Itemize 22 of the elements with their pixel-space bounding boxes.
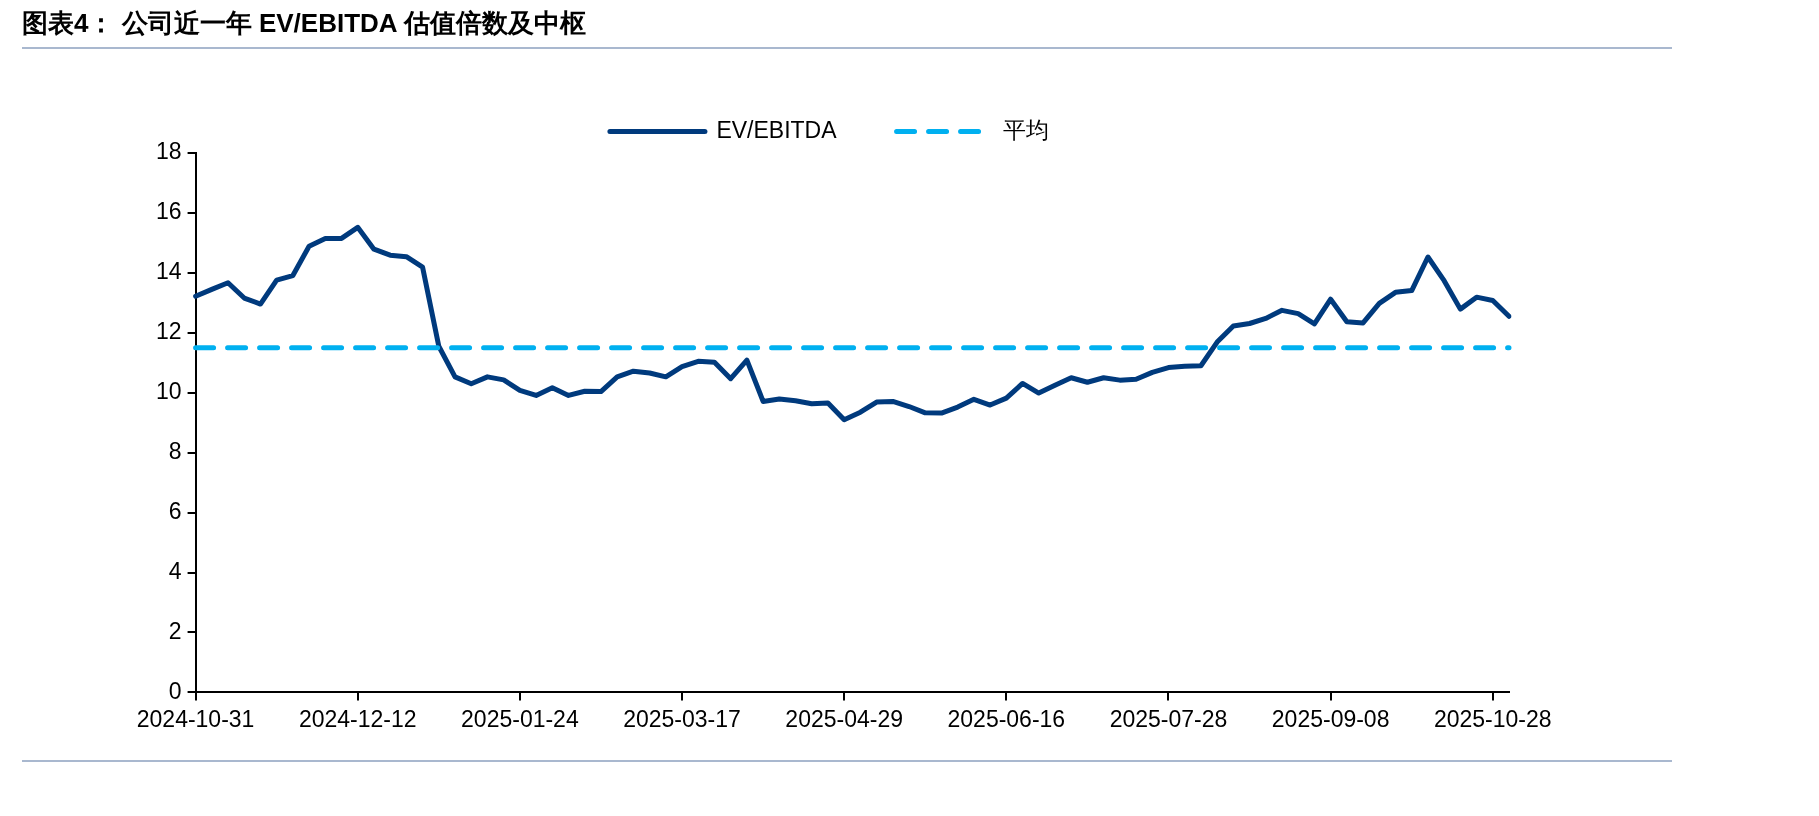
legend-label: EV/EBITDA <box>716 116 838 143</box>
y-tick-label: 6 <box>168 497 182 524</box>
y-tick-label: 8 <box>168 438 182 465</box>
x-tick-label: 2025-01-24 <box>461 705 579 732</box>
x-tick-label: 2025-09-08 <box>1271 705 1390 732</box>
chart-title: 图表4： 公司近一年 EV/EBITDA 估值倍数及中枢 <box>22 6 1672 49</box>
y-tick-label: 0 <box>168 677 182 704</box>
y-tick-label: 10 <box>155 378 182 405</box>
y-tick-label: 16 <box>155 198 182 225</box>
x-tick-label: 2025-04-29 <box>785 705 904 732</box>
x-tick-label: 2025-07-28 <box>1109 705 1228 732</box>
x-tick-label: 2025-03-17 <box>623 705 741 732</box>
y-tick-label: 2 <box>168 617 182 644</box>
x-tick-label: 2024-10-31 <box>136 705 255 732</box>
y-tick-label: 12 <box>155 318 182 345</box>
y-tick-label: 14 <box>155 258 182 285</box>
x-tick-label: 2024-12-12 <box>298 705 417 732</box>
y-tick-label: 4 <box>168 557 182 584</box>
x-tick-label: 2025-06-16 <box>947 705 1066 732</box>
x-tick-label: 2025-10-28 <box>1433 705 1552 732</box>
y-tick-label: 18 <box>155 138 182 165</box>
legend-label: 平均 <box>1003 116 1050 143</box>
